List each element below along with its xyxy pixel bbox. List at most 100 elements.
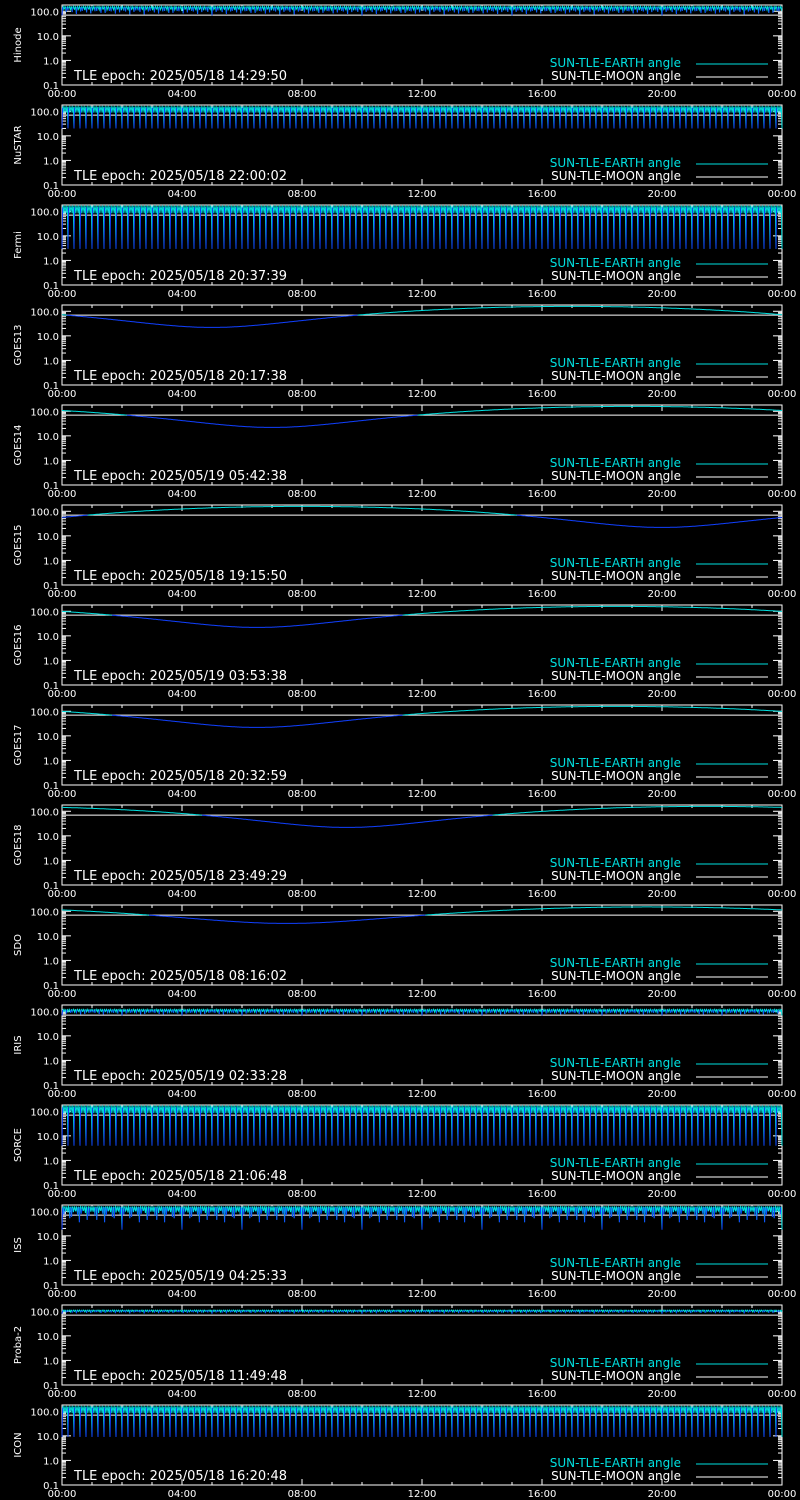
- earth-angle-eclipse-segment: [583, 107, 586, 129]
- earth-angle-eclipse-segment: [241, 1407, 244, 1438]
- earth-angle-sunlit-segment: [140, 1309, 145, 1314]
- earth-angle-eclipse-segment: [394, 1206, 397, 1216]
- earth-angle-eclipse-segment: [619, 107, 622, 129]
- earth-angle-eclipse-segment: [241, 1207, 244, 1230]
- x-tick-label: 08:00: [288, 389, 317, 400]
- earth-angle-eclipse-segment: [381, 7, 384, 11]
- earth-angle-sunlit-segment: [776, 1104, 783, 1146]
- earth-angle-sunlit-segment: [648, 1008, 653, 1014]
- earth-angle-eclipse-segment: [61, 7, 64, 16]
- earth-angle-eclipse-segment: [739, 1107, 742, 1146]
- earth-angle-eclipse-segment: [331, 1407, 334, 1438]
- earth-angle-eclipse-segment: [573, 6, 575, 11]
- earth-angle-sunlit-segment: [650, 1104, 657, 1146]
- earth-angle-eclipse-segment: [78, 1207, 81, 1223]
- earth-angle-eclipse-segment: [506, 1207, 509, 1220]
- earth-angle-eclipse-segment: [514, 1010, 517, 1014]
- earth-angle-sunlit-segment: [458, 105, 465, 129]
- earth-angle-sunlit-segment: [200, 105, 207, 129]
- earth-angle-eclipse-segment: [158, 1310, 160, 1314]
- earth-angle-sunlit-segment: [280, 4, 285, 12]
- earth-angle-sunlit-segment: [445, 1008, 450, 1014]
- earth-angle-sunlit-segment: [326, 204, 333, 249]
- earth-angle-eclipse-segment: [589, 1107, 592, 1146]
- x-tick-label: 00:00: [768, 589, 797, 600]
- earth-angle-sunlit-segment: [706, 1206, 713, 1217]
- earth-angle-sunlit-segment: [584, 1104, 591, 1146]
- earth-angle-eclipse-segment: [336, 1310, 339, 1313]
- earth-angle-sunlit-segment: [686, 1104, 693, 1146]
- earth-angle-eclipse-segment: [388, 1009, 391, 1014]
- earth-angle-eclipse-segment: [287, 1009, 289, 1014]
- earth-angle-sunlit-segment: [603, 1204, 611, 1219]
- earth-angle-eclipse-segment: [293, 1207, 296, 1219]
- earth-angle-eclipse-segment: [417, 1010, 419, 1014]
- earth-angle-sunlit-segment: [420, 1309, 425, 1313]
- earth-angle-sunlit-segment: [560, 105, 567, 129]
- earth-angle-sunlit-segment: [338, 105, 345, 129]
- earth-angle-eclipse-segment: [486, 6, 489, 13]
- earth-angle-eclipse-segment: [309, 1009, 312, 1013]
- earth-angle-eclipse-segment: [564, 1310, 567, 1314]
- earth-angle-sunlit-segment: [638, 1104, 645, 1146]
- earth-angle-eclipse-segment: [607, 107, 610, 129]
- earth-angle-eclipse-segment: [601, 107, 604, 129]
- earth-angle-eclipse-segment: [94, 1206, 97, 1216]
- earth-angle-eclipse-segment: [206, 1207, 209, 1220]
- earth-angle-sunlit-segment: [302, 1008, 307, 1014]
- earth-angle-eclipse-segment: [721, 1009, 724, 1016]
- earth-angle-eclipse-segment: [667, 1107, 670, 1146]
- earth-angle-eclipse-segment: [162, 1310, 164, 1313]
- earth-angle-eclipse-segment: [473, 1010, 475, 1013]
- satellite-name: Fermi: [13, 231, 24, 259]
- earth-angle-sunlit-segment: [111, 4, 116, 14]
- earth-angle-sunlit-segment: [196, 1008, 202, 1015]
- earth-angle-eclipse-segment: [531, 1206, 534, 1217]
- earth-angle-sunlit-segment: [554, 105, 561, 129]
- earth-angle-eclipse-segment: [192, 7, 195, 12]
- earth-angle-eclipse-segment: [419, 1206, 422, 1215]
- earth-angle-sunlit-segment: [154, 5, 160, 14]
- earth-angle-sunlit-segment: [269, 1206, 276, 1216]
- earth-angle-sunlit-segment: [656, 204, 663, 249]
- earth-angle-sunlit-segment: [224, 1104, 231, 1146]
- earth-angle-eclipse-segment: [80, 1208, 83, 1214]
- earth-angle-eclipse-segment: [259, 207, 262, 249]
- earth-angle-eclipse-segment: [529, 1407, 532, 1438]
- earth-angle-eclipse-segment: [365, 6, 368, 12]
- earth-angle-eclipse-segment: [464, 7, 466, 11]
- earth-angle-sunlit-segment: [376, 4, 382, 12]
- earth-angle-eclipse-segment: [361, 7, 364, 16]
- x-tick-label: 04:00: [168, 1189, 197, 1200]
- earth-angle-sunlit-segment: [584, 204, 591, 249]
- earth-angle-eclipse-segment: [758, 1310, 760, 1314]
- earth-angle-eclipse-segment: [334, 1206, 337, 1216]
- earth-angle-sunlit-segment: [434, 1405, 441, 1438]
- tle-epoch-label: TLE epoch: 2025/05/18 22:00:02: [73, 169, 287, 184]
- earth-angle-eclipse-segment: [139, 1310, 142, 1313]
- earth-angle-sunlit-segment: [200, 1405, 207, 1438]
- earth-angle-sunlit-segment: [241, 4, 246, 12]
- earth-angle-eclipse-segment: [723, 1208, 725, 1215]
- earth-angle-sunlit-segment: [91, 1309, 96, 1313]
- earth-angle-eclipse-segment: [697, 207, 700, 249]
- y-tick-label: 100.0: [30, 307, 59, 318]
- earth-angle-eclipse-segment: [287, 1310, 290, 1313]
- earth-angle-eclipse-segment: [314, 7, 316, 11]
- earth-angle-eclipse-segment: [176, 1310, 179, 1313]
- earth-angle-eclipse-segment: [169, 1407, 172, 1438]
- x-tick-label: 00:00: [768, 489, 797, 500]
- earth-angle-eclipse-segment: [342, 7, 345, 12]
- earth-angle-sunlit-segment: [320, 1008, 326, 1014]
- x-tick-label: 08:00: [288, 1289, 317, 1300]
- earth-angle-eclipse-segment: [148, 1207, 151, 1216]
- earth-angle-eclipse-segment: [487, 1407, 490, 1438]
- earth-angle-eclipse-segment: [214, 1206, 217, 1216]
- earth-angle-sunlit-segment: [246, 4, 252, 14]
- earth-angle-sunlit-segment: [508, 1309, 513, 1314]
- earth-angle-eclipse-segment: [149, 1310, 152, 1313]
- earth-angle-eclipse-segment: [476, 1310, 479, 1313]
- earth-angle-eclipse-segment: [273, 6, 275, 11]
- y-tick-label: 1.0: [43, 1156, 59, 1167]
